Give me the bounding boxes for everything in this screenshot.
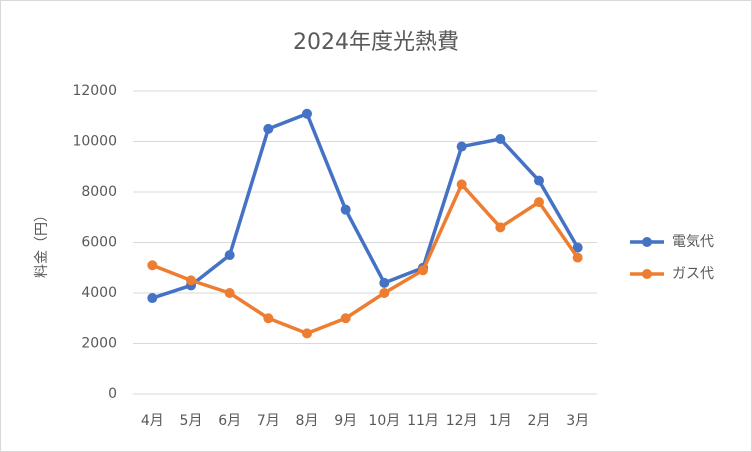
x-tick-label: 7月 xyxy=(257,413,280,429)
x-tick-label: 9月 xyxy=(334,413,357,429)
legend-label: ガス代 xyxy=(672,266,714,282)
x-tick-label: 12月 xyxy=(446,413,478,429)
legend-label: 電気代 xyxy=(672,234,714,250)
y-tick-label: 8000 xyxy=(81,184,117,200)
point xyxy=(263,313,274,324)
point xyxy=(495,133,506,144)
y-tick-label: 0 xyxy=(108,386,117,402)
line xyxy=(151,182,580,336)
chart-title: 2024年度光熱費 xyxy=(293,30,459,55)
point xyxy=(379,277,390,288)
line xyxy=(151,111,580,300)
x-tick-label: 11月 xyxy=(407,413,439,429)
point xyxy=(224,250,235,261)
y-tick-label: 2000 xyxy=(81,336,117,352)
x-tick-label: 8月 xyxy=(296,413,319,429)
x-tick-label: 2月 xyxy=(528,413,551,429)
point xyxy=(263,123,274,134)
point xyxy=(186,275,196,286)
legend-marker xyxy=(642,269,652,279)
point xyxy=(534,175,544,186)
point xyxy=(224,288,235,298)
point xyxy=(379,288,390,298)
point xyxy=(418,265,428,276)
point xyxy=(340,204,351,215)
x-tick-label: 1月 xyxy=(489,413,512,429)
point xyxy=(147,260,158,271)
point xyxy=(302,108,312,119)
y-tick-label: 12000 xyxy=(72,83,117,99)
y-tick-label: 4000 xyxy=(81,285,117,301)
y-tick-label: 6000 xyxy=(81,235,117,251)
point xyxy=(495,222,506,233)
x-tick-label: 10月 xyxy=(368,413,400,429)
x-tick-label: 6月 xyxy=(218,413,241,429)
x-tick-label: 5月 xyxy=(180,413,203,429)
point xyxy=(572,252,583,263)
point xyxy=(534,197,544,208)
point xyxy=(302,328,312,339)
x-tick-label: 4月 xyxy=(141,413,164,429)
x-tick-label: 3月 xyxy=(566,413,589,429)
y-axis-label: 料金（円） xyxy=(34,208,50,278)
point xyxy=(340,313,351,324)
legend-marker xyxy=(642,237,652,247)
y-tick-label: 10000 xyxy=(72,134,117,150)
point xyxy=(147,293,158,304)
point xyxy=(456,179,467,190)
point xyxy=(572,242,583,253)
point xyxy=(456,141,467,152)
